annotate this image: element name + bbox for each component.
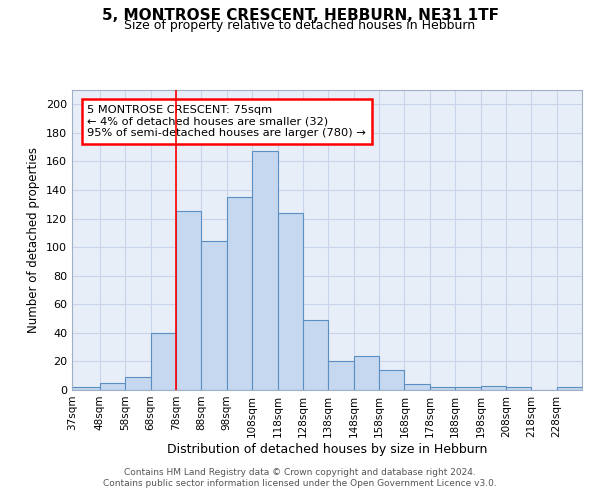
Bar xyxy=(481,386,506,390)
Bar xyxy=(100,383,125,390)
Y-axis label: Number of detached properties: Number of detached properties xyxy=(28,147,40,333)
Bar xyxy=(506,387,531,390)
Bar xyxy=(125,377,151,390)
Bar xyxy=(202,242,227,390)
Bar xyxy=(278,213,303,390)
Bar xyxy=(328,362,353,390)
Bar xyxy=(151,333,176,390)
Text: Size of property relative to detached houses in Hebburn: Size of property relative to detached ho… xyxy=(124,19,476,32)
Bar xyxy=(404,384,430,390)
Bar xyxy=(430,387,455,390)
Bar xyxy=(353,356,379,390)
Bar xyxy=(176,212,202,390)
Bar xyxy=(455,387,481,390)
Bar xyxy=(379,370,404,390)
Bar xyxy=(227,197,252,390)
Bar xyxy=(557,387,582,390)
Bar xyxy=(252,152,278,390)
Bar xyxy=(72,387,100,390)
Bar xyxy=(303,320,328,390)
Text: 5, MONTROSE CRESCENT, HEBBURN, NE31 1TF: 5, MONTROSE CRESCENT, HEBBURN, NE31 1TF xyxy=(101,8,499,22)
Text: Contains HM Land Registry data © Crown copyright and database right 2024.
Contai: Contains HM Land Registry data © Crown c… xyxy=(103,468,497,487)
Text: Distribution of detached houses by size in Hebburn: Distribution of detached houses by size … xyxy=(167,442,487,456)
Text: 5 MONTROSE CRESCENT: 75sqm
← 4% of detached houses are smaller (32)
95% of semi-: 5 MONTROSE CRESCENT: 75sqm ← 4% of detac… xyxy=(88,105,366,138)
